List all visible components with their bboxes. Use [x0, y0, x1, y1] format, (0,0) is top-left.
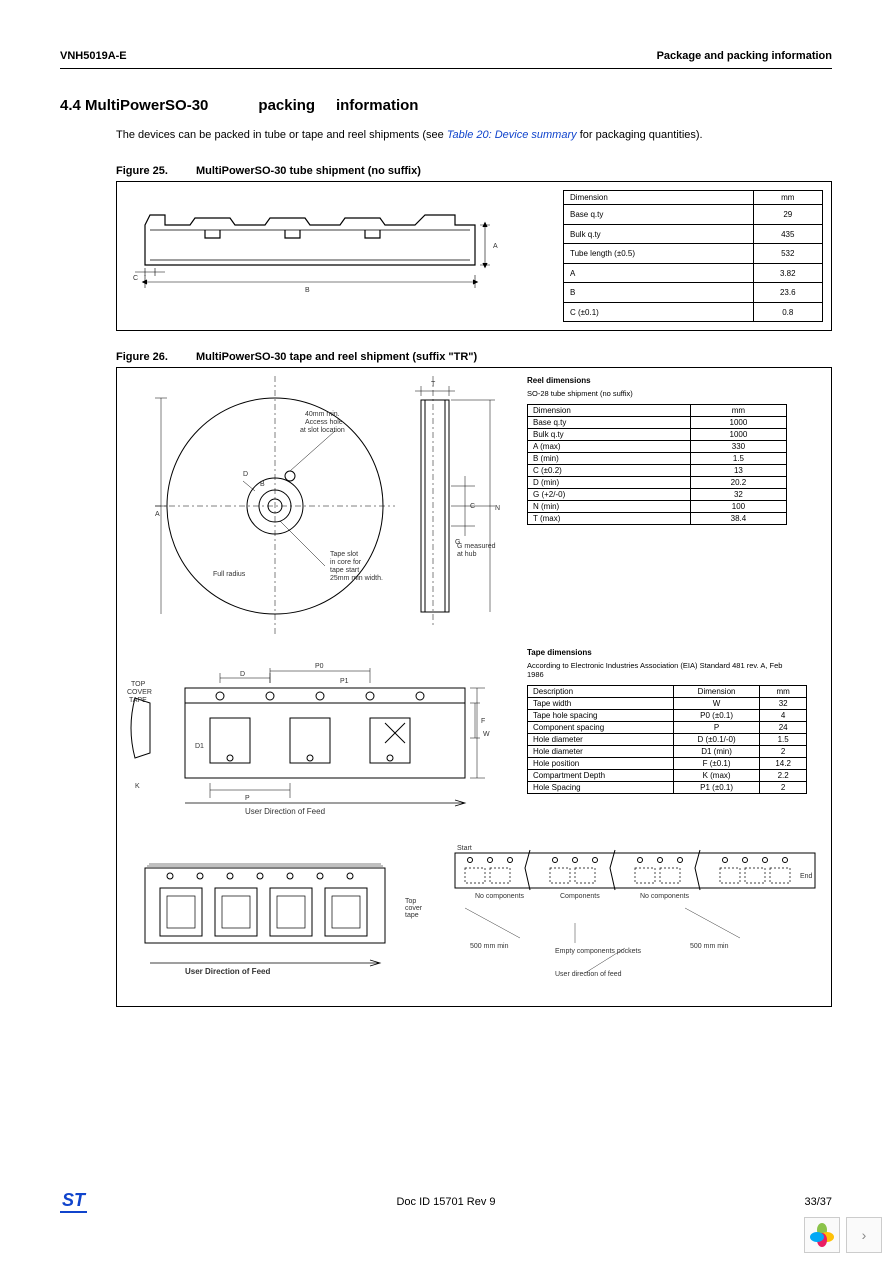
reel-subhead: Reel dimensions — [527, 376, 787, 385]
svg-text:User direction of feed: User direction of feed — [555, 971, 622, 978]
section-title: 4.4 MultiPowerSO-30 packing information — [60, 97, 832, 114]
header-left: VNH5019A-E — [60, 50, 127, 62]
svg-text:K: K — [135, 783, 140, 790]
svg-text:P: P — [245, 795, 250, 802]
svg-text:User Direction of Feed: User Direction of Feed — [185, 967, 270, 976]
svg-text:D: D — [240, 671, 245, 678]
svg-text:F: F — [481, 718, 485, 725]
chevron-right-icon: › — [862, 1227, 867, 1243]
svg-text:No components: No components — [475, 893, 525, 900]
page-header: VNH5019A-E Package and packing informati… — [60, 50, 832, 69]
svg-text:D: D — [243, 471, 248, 478]
app-icon[interactable] — [804, 1217, 840, 1253]
svg-text:Start: Start — [457, 845, 472, 852]
reel-subnote: SO-28 tube shipment (no suffix) — [527, 389, 787, 398]
svg-text:A: A — [155, 511, 160, 518]
svg-text:40mm min.Access holeat slot lo: 40mm min.Access holeat slot location — [300, 411, 345, 434]
figure25-table: Dimensionmm Base q.ty29Bulk q.ty435Tube … — [563, 190, 823, 322]
page-footer: ST Doc ID 15701 Rev 9 33/37 — [60, 1190, 832, 1213]
tape-table: DescriptionDimensionmm Tape widthW32Tape… — [527, 685, 807, 794]
svg-text:P1: P1 — [340, 678, 349, 685]
svg-text:W: W — [483, 731, 490, 738]
svg-text:TOPCOVERTAPE: TOPCOVERTAPE — [127, 681, 152, 704]
svg-text:End: End — [800, 873, 813, 880]
svg-text:Topcovertape: Topcovertape — [405, 898, 423, 919]
figure26-caption: Figure 26.MultiPowerSO-30 tape and reel … — [116, 351, 832, 363]
svg-text:B: B — [305, 287, 310, 294]
svg-text:D1: D1 — [195, 743, 204, 750]
svg-text:C: C — [133, 275, 138, 282]
svg-text:B: B — [260, 481, 265, 488]
tape-subhead: Tape dimensions — [527, 648, 807, 657]
svg-text:Empty components pockets: Empty components pockets — [555, 948, 641, 955]
st-logo: ST — [60, 1190, 87, 1213]
tape-note: According to Electronic Industries Assoc… — [527, 661, 787, 679]
svg-text:C: C — [470, 503, 475, 510]
doc-id: Doc ID 15701 Rev 9 — [396, 1196, 495, 1208]
page-number: 33/37 — [804, 1196, 832, 1208]
figure26-box: A D B T C N G 40mm min.Access holeat slo… — [116, 367, 832, 1007]
header-right: Package and packing information — [657, 50, 832, 62]
svg-text:500 mm min: 500 mm min — [690, 943, 729, 950]
svg-text:User Direction of Feed: User Direction of Feed — [245, 807, 325, 816]
svg-text:A: A — [493, 243, 498, 250]
reel-table: Dimensionmm Base q.ty1000Bulk q.ty1000A … — [527, 404, 787, 525]
svg-text:Components: Components — [560, 893, 600, 900]
next-page-button[interactable]: › — [846, 1217, 882, 1253]
tape-drawing: D P0 P1 W F P D1 K TOPCOVERTAPE User Dir… — [125, 648, 515, 818]
svg-text:Full radius: Full radius — [213, 571, 246, 578]
figure25-caption: Figure 25.MultiPowerSO-30 tube shipment … — [116, 165, 832, 177]
reel-drawing: A D B T C N G 40mm min.Access holeat slo… — [125, 376, 515, 626]
svg-text:N: N — [495, 505, 500, 512]
nav-widget: › — [804, 1217, 882, 1253]
intro-paragraph: The devices can be packed in tube or tap… — [116, 128, 832, 143]
svg-text:T: T — [431, 381, 436, 388]
svg-text:Tape slotin core fortape start: Tape slotin core fortape start25mm min w… — [330, 551, 383, 582]
svg-text:500 mm min: 500 mm min — [470, 943, 509, 950]
figure25-box: A B C Dimensionmm Base q.ty29Bulk q.ty43… — [116, 181, 832, 331]
tube-drawing: A B C — [125, 190, 505, 320]
carrier-drawing: User Direction of Feed Start End No comp… — [125, 848, 825, 998]
svg-text:No components: No components — [640, 893, 690, 900]
svg-text:P0: P0 — [315, 663, 324, 670]
table-xref[interactable]: Table 20: Device summary — [447, 129, 577, 141]
